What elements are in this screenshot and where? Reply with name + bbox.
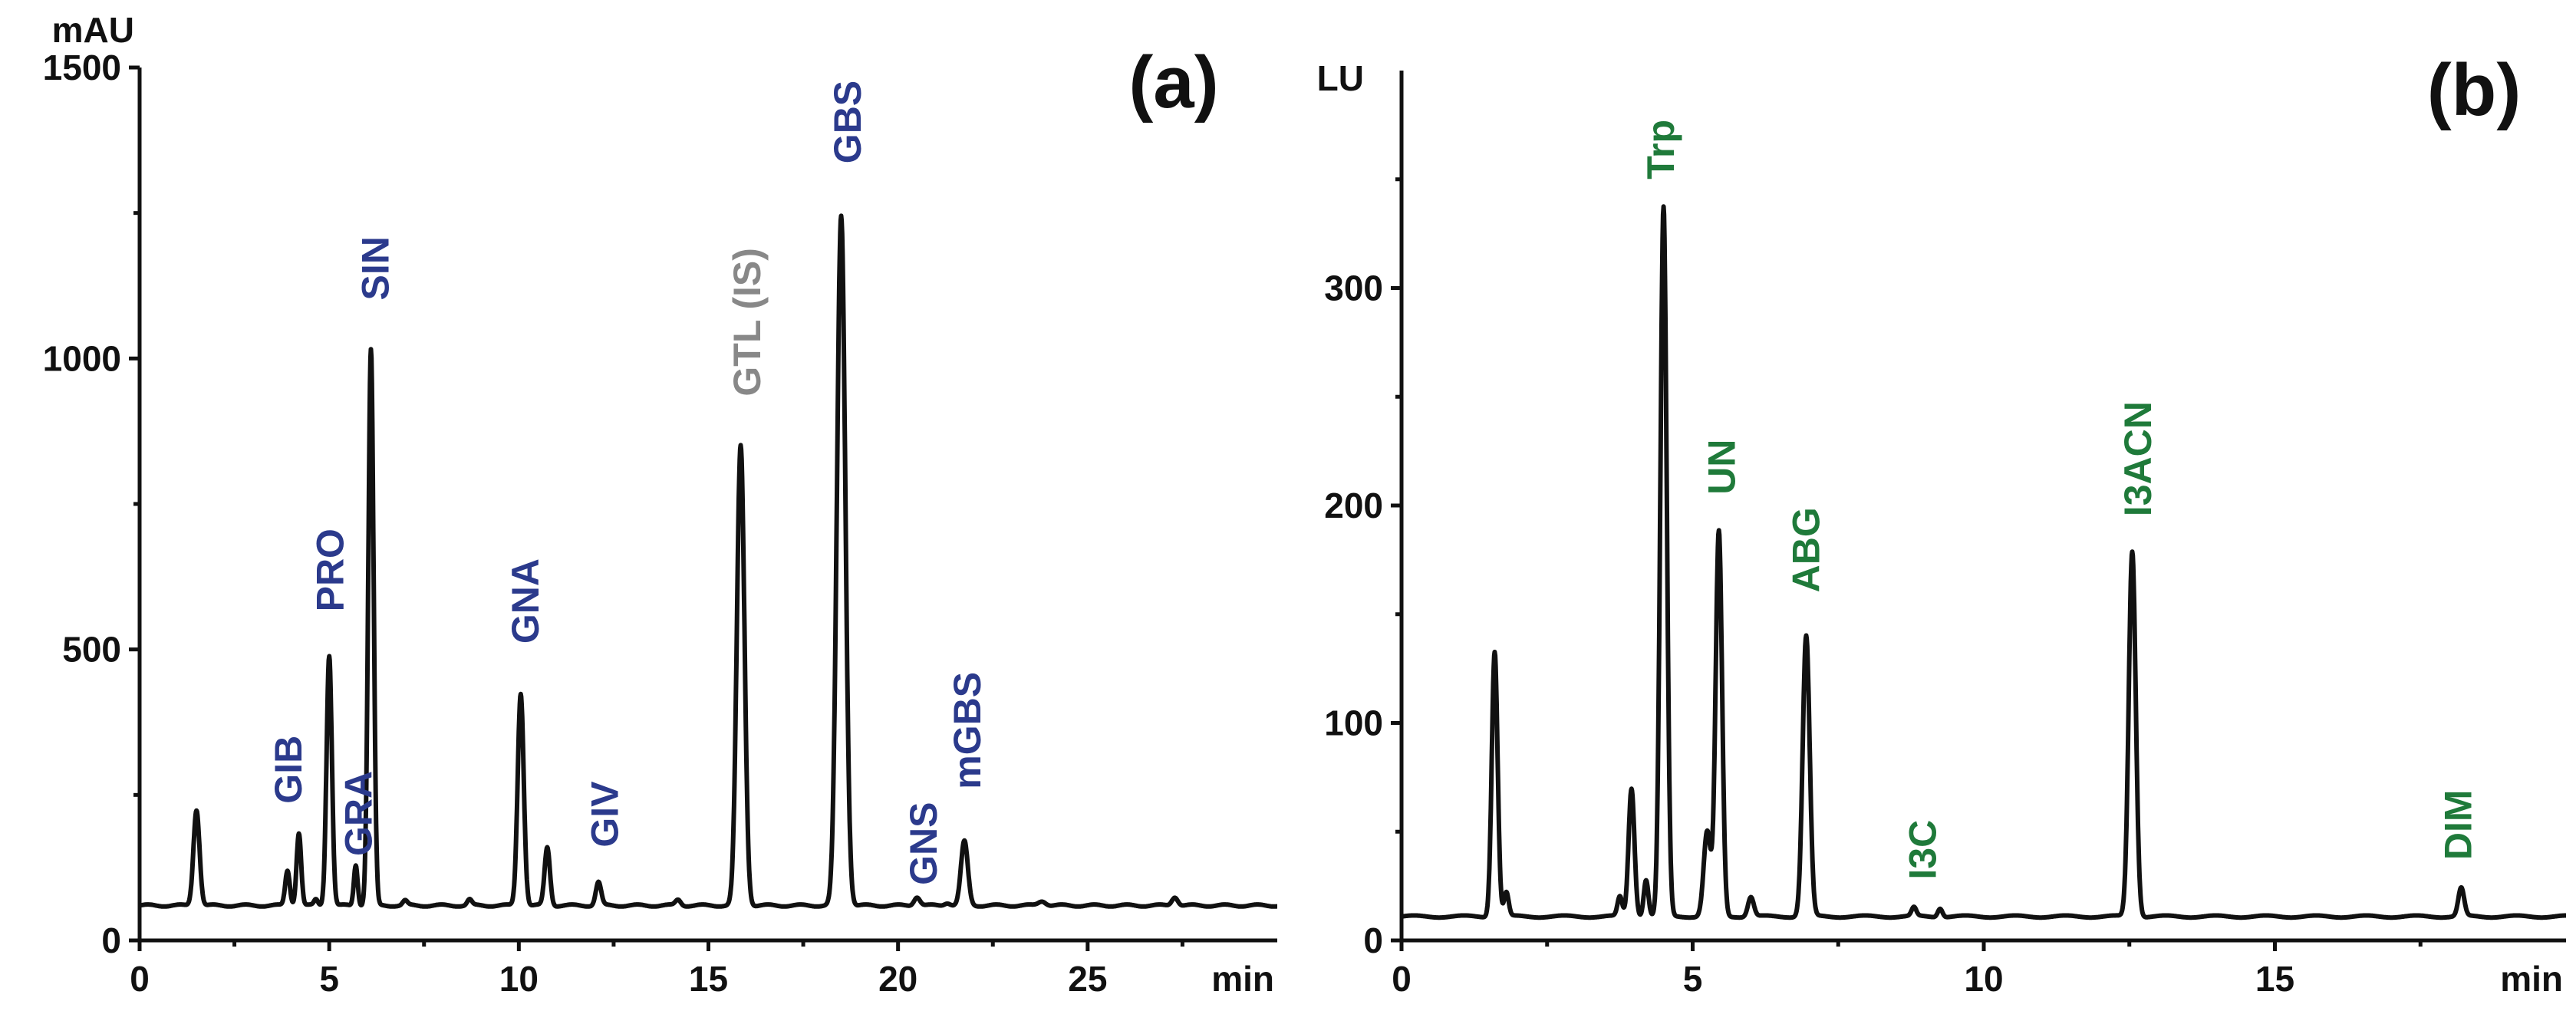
peak-label: DIM bbox=[2437, 789, 2480, 860]
peak-label: GIB bbox=[267, 736, 310, 804]
x-tick-label: 10 bbox=[499, 959, 539, 999]
peak-label: GTL (IS) bbox=[726, 248, 769, 397]
peak-label: Trp bbox=[1639, 120, 1682, 179]
y-tick-label: 0 bbox=[101, 920, 121, 960]
peak-label: PRO bbox=[308, 529, 351, 611]
peak-label: I3C bbox=[1901, 820, 1944, 880]
y-tick-label: 300 bbox=[1324, 268, 1383, 308]
peak-label: GIV bbox=[584, 781, 627, 848]
y-axis-unit-label: mAU bbox=[52, 10, 134, 50]
chart-panel-b: 0 100 200 300 0 5 10 15 LU min (b) Trp UN ABG I3C I3ACN… bbox=[1317, 49, 2568, 999]
y-tick-label: 200 bbox=[1324, 486, 1383, 525]
x-tick-label: 0 bbox=[1392, 959, 1412, 999]
y-tick-label: 0 bbox=[1363, 920, 1383, 960]
y-tick-label: 500 bbox=[62, 630, 121, 670]
peak-label: GNA bbox=[504, 558, 547, 644]
peak-label: GRA bbox=[337, 771, 380, 856]
x-tick-label: 15 bbox=[2255, 959, 2294, 999]
x-tick-label: 15 bbox=[689, 959, 728, 999]
x-tick-label: 10 bbox=[1964, 959, 2003, 999]
peak-label: mGBS bbox=[946, 672, 989, 789]
chart-panel-a: 0 500 1000 1500 0 5 10 15 20 25 mAU min (a) GIB PRO GRA… bbox=[43, 10, 1280, 999]
peak-label: UN bbox=[1700, 440, 1743, 495]
chromatogram-trace bbox=[1399, 204, 2568, 920]
y-tick-label: 1500 bbox=[43, 48, 121, 87]
x-tick-label: 0 bbox=[130, 959, 150, 999]
x-tick-label: 5 bbox=[1683, 959, 1703, 999]
x-axis-unit-label: min bbox=[2500, 959, 2563, 999]
y-tick-label: 1000 bbox=[43, 338, 121, 378]
chromatogram-trace bbox=[137, 213, 1280, 909]
x-tick-label: 20 bbox=[878, 959, 917, 999]
y-tick-label: 100 bbox=[1324, 703, 1383, 743]
x-tick-label: 25 bbox=[1068, 959, 1107, 999]
y-axis-unit-label: LU bbox=[1317, 58, 1364, 98]
peak-label: I3ACN bbox=[2116, 401, 2159, 516]
x-axis-unit-label: min bbox=[1211, 959, 1274, 999]
panel-label: (b) bbox=[2427, 49, 2522, 131]
peak-label: GNS bbox=[902, 802, 945, 885]
x-tick-label: 5 bbox=[319, 959, 339, 999]
peak-label: GBS bbox=[826, 81, 869, 163]
peak-label: SIN bbox=[354, 236, 397, 300]
panel-label: (a) bbox=[1128, 41, 1218, 123]
peak-label: ABG bbox=[1785, 507, 1828, 592]
